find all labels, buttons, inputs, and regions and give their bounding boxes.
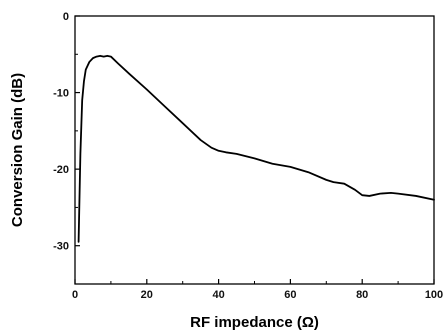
- x-tick-label: 100: [425, 289, 443, 301]
- y-axis-ticks: 0 -10 -20 -30: [53, 11, 80, 253]
- plot-frame: [74, 15, 435, 285]
- x-tick-label: 20: [141, 289, 153, 301]
- y-tick-label: 0: [63, 11, 69, 23]
- y-tick-label: -20: [53, 164, 69, 176]
- x-tick-label: 40: [212, 289, 224, 301]
- y-tick-label: -10: [53, 88, 69, 100]
- y-tick-label: -30: [53, 241, 69, 253]
- y-axis-label: Conversion Gain (dB): [9, 73, 26, 227]
- x-tick-label: 60: [284, 289, 296, 301]
- conversion-gain-line: [77, 54, 435, 243]
- x-axis-ticks: 0 20 40 60 80 100: [72, 279, 443, 301]
- x-axis-label: RF impedance (Ω): [190, 314, 319, 331]
- x-tick-label: 80: [356, 289, 368, 301]
- x-tick-label: 0: [72, 289, 78, 301]
